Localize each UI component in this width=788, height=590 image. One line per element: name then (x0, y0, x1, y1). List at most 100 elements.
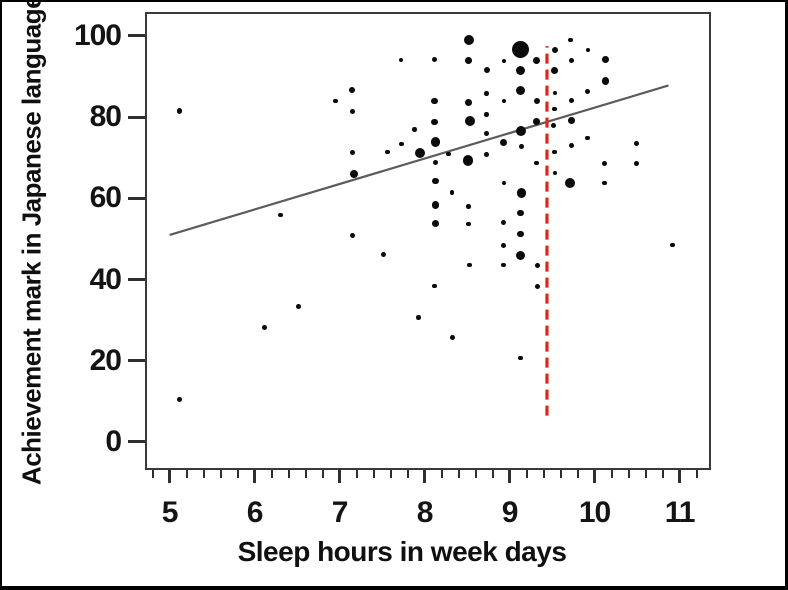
data-point (568, 37, 574, 43)
x-axis-minor-tick (236, 470, 239, 478)
data-point (551, 67, 559, 75)
x-axis-minor-tick (474, 470, 477, 478)
data-point (462, 155, 474, 166)
y-axis-tick (128, 115, 145, 119)
data-point (534, 160, 540, 166)
x-axis-minor-tick (406, 470, 409, 478)
x-axis-minor-tick (695, 470, 698, 478)
plot-frame (145, 12, 711, 470)
data-point (483, 67, 490, 74)
data-point (585, 135, 591, 141)
x-tick-label: 9 (501, 496, 519, 529)
data-point (569, 57, 575, 63)
data-point (296, 304, 302, 310)
data-point (484, 131, 490, 136)
plot-area (145, 12, 711, 470)
data-point (384, 149, 390, 155)
data-point (416, 315, 421, 320)
data-point (569, 142, 575, 148)
y-tick-label: 60 (89, 181, 122, 215)
y-axis-tick (128, 34, 145, 38)
data-point (533, 56, 541, 64)
x-axis-minor-tick (372, 470, 375, 478)
x-axis-minor-tick (491, 470, 494, 478)
data-point (431, 201, 440, 209)
data-point (449, 190, 454, 195)
y-axis-tick (128, 278, 145, 282)
data-point (515, 65, 526, 76)
data-point (533, 117, 541, 125)
line-layer (169, 46, 669, 416)
data-point (463, 35, 474, 46)
x-tick-label: 10 (578, 496, 611, 529)
x-axis-major-tick (168, 470, 172, 483)
x-axis-minor-tick (270, 470, 273, 478)
data-point (467, 262, 473, 268)
x-axis-minor-tick (627, 470, 630, 478)
data-point (349, 233, 355, 239)
data-point (466, 221, 472, 227)
data-point (431, 118, 439, 126)
x-axis-major-tick (678, 470, 682, 483)
data-point (432, 159, 439, 166)
y-axis-title-text: Achievement mark in Japanese language (16, 0, 47, 486)
x-axis-minor-tick (576, 470, 579, 478)
x-tick-label: 7 (331, 496, 349, 529)
y-axis-tick (128, 359, 145, 363)
y-axis-tick (128, 196, 145, 200)
x-tick-label: 5 (161, 496, 179, 529)
data-point (552, 149, 558, 155)
data-point (432, 56, 438, 63)
x-axis-minor-tick (457, 470, 460, 478)
data-point (446, 151, 451, 157)
x-axis-minor-tick (610, 470, 613, 478)
data-point (501, 220, 507, 226)
data-point (177, 396, 183, 402)
data-point (432, 177, 440, 185)
data-point (552, 170, 557, 175)
x-axis-minor-tick (219, 470, 222, 478)
data-point (431, 97, 439, 105)
data-point (602, 161, 608, 166)
y-axis-tick (128, 440, 145, 444)
x-axis-major-tick (253, 470, 257, 483)
data-point (535, 262, 541, 268)
x-axis-major-tick (338, 470, 342, 483)
x-axis-major-tick (593, 470, 597, 483)
x-axis-minor-tick (202, 470, 205, 478)
data-point (350, 169, 359, 178)
data-point (535, 284, 541, 289)
data-point (501, 243, 507, 248)
data-point (349, 109, 355, 114)
data-point (552, 90, 557, 95)
x-tick-label: 8 (416, 496, 434, 529)
data-point (585, 47, 590, 52)
x-axis-minor-tick (440, 470, 443, 478)
data-point (517, 230, 524, 238)
data-point (500, 139, 508, 147)
data-point (431, 137, 441, 147)
data-point (533, 97, 540, 105)
x-axis-minor-tick (185, 470, 188, 478)
data-point (601, 77, 610, 85)
data-point (512, 41, 530, 59)
data-point (516, 126, 527, 137)
data-point (484, 112, 489, 117)
x-axis-major-tick (423, 470, 427, 483)
data-point (465, 98, 473, 106)
data-point (262, 325, 268, 331)
data-point (349, 87, 356, 93)
data-point (551, 122, 557, 128)
data-point (381, 252, 387, 258)
x-tick-label: 11 (664, 496, 696, 529)
x-axis-minor-tick (525, 470, 528, 478)
x-axis-minor-tick (661, 470, 664, 478)
data-point (670, 242, 676, 248)
data-point (519, 143, 524, 149)
trend-line (169, 84, 669, 236)
x-axis-minor-tick (355, 470, 358, 478)
data-point (398, 57, 404, 63)
data-point (564, 177, 575, 188)
data-point (349, 150, 355, 156)
